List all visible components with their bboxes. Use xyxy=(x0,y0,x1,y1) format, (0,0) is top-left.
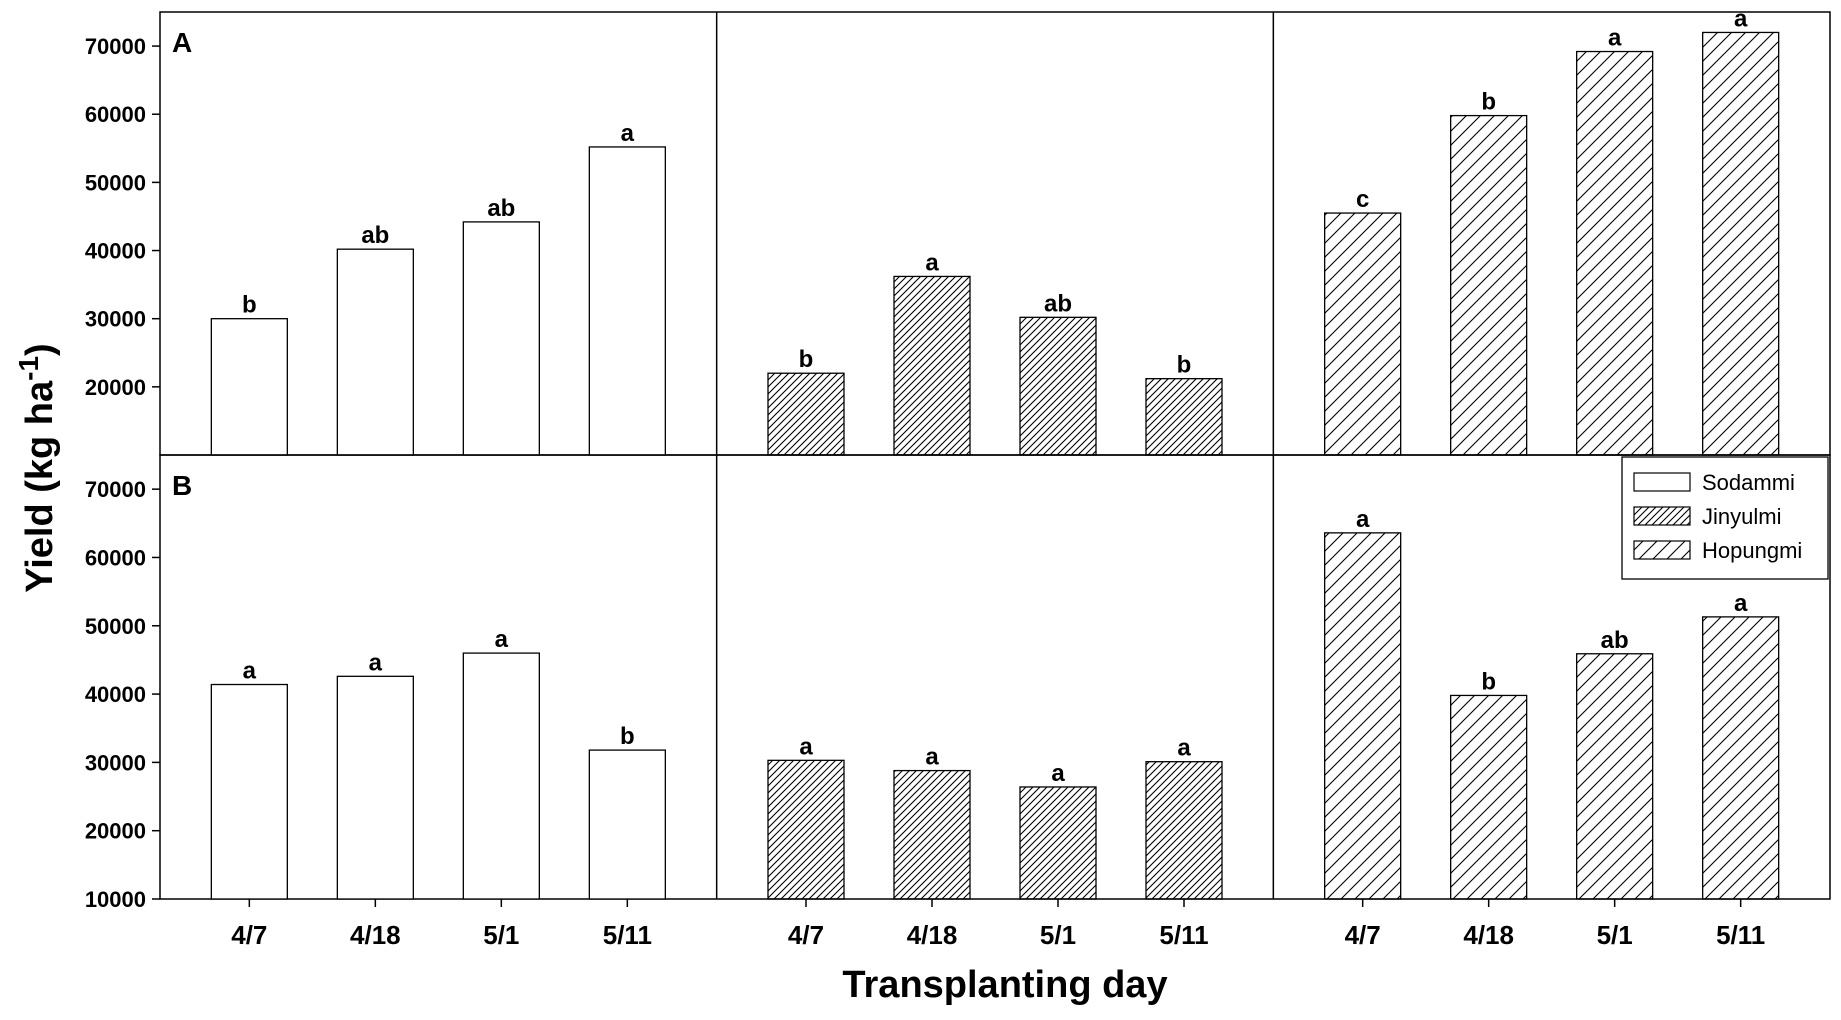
significance-letter: a xyxy=(1356,506,1370,533)
bar-a-sodammi xyxy=(336,248,414,456)
y-tick-label: 70000 xyxy=(85,34,146,59)
legend-entry-hopungmi: Hopungmi xyxy=(1702,538,1802,563)
y-tick-label: 40000 xyxy=(85,682,146,707)
bar-a-hopungmi xyxy=(1702,31,1780,456)
bar-b-sodammi xyxy=(462,652,540,900)
legend-swatch-sodammi xyxy=(1633,472,1691,492)
bar-a-jinyulmi xyxy=(1019,316,1097,456)
x-tick-label: 4/7 xyxy=(1345,920,1381,950)
bar-a-hopungmi xyxy=(1324,212,1402,456)
bar-a-sodammi xyxy=(462,221,540,456)
significance-letter: a xyxy=(1734,5,1748,32)
significance-letter: a xyxy=(1177,735,1191,762)
significance-letter: a xyxy=(1051,760,1065,787)
significance-letter: ab xyxy=(1044,290,1072,317)
legend-swatch-hopungmi xyxy=(1633,540,1691,560)
significance-letter: a xyxy=(925,249,939,276)
significance-letter: a xyxy=(1734,590,1748,617)
bar-b-hopungmi xyxy=(1576,653,1654,900)
legend-swatch-jinyulmi xyxy=(1633,506,1691,526)
y-tick-label: 70000 xyxy=(85,477,146,502)
y-axis-title-superscript: -1 xyxy=(13,356,44,381)
panel-b-letter: B xyxy=(172,470,192,501)
significance-letter: a xyxy=(621,120,635,147)
significance-letter: b xyxy=(620,723,635,750)
bar-a-hopungmi xyxy=(1450,114,1528,456)
significance-letter: b xyxy=(242,292,257,319)
x-tick-label: 5/1 xyxy=(483,920,519,950)
significance-letter: ab xyxy=(1601,627,1629,654)
bar-b-hopungmi xyxy=(1324,532,1402,900)
bar-a-jinyulmi xyxy=(1145,378,1223,456)
y-tick-label: 30000 xyxy=(85,750,146,775)
bar-b-jinyulmi xyxy=(1145,761,1223,900)
bar-b-jinyulmi xyxy=(767,759,845,900)
bar-a-sodammi xyxy=(210,318,288,456)
y-tick-label: 60000 xyxy=(85,545,146,570)
legend-entry-sodammi: Sodammi xyxy=(1702,470,1795,495)
x-tick-label: 5/11 xyxy=(1159,920,1208,950)
y-axis-title-suffix: ) xyxy=(19,343,61,356)
significance-letter: a xyxy=(799,733,813,760)
panel-b-frame xyxy=(159,454,1831,900)
significance-letter: a xyxy=(243,658,257,685)
significance-letter: c xyxy=(1356,186,1369,213)
y-axis-title-main: Yield (kg ha xyxy=(19,380,61,593)
bar-a-jinyulmi xyxy=(893,275,971,456)
panel-a-letter: A xyxy=(172,27,192,58)
x-tick-label: 4/18 xyxy=(350,920,401,950)
y-tick-label: 60000 xyxy=(85,102,146,127)
significance-letter: b xyxy=(1177,352,1192,379)
y-tick-label: 40000 xyxy=(85,239,146,264)
x-tick-label: 4/7 xyxy=(788,920,824,950)
bar-a-hopungmi xyxy=(1576,50,1654,456)
y-tick-label: 20000 xyxy=(85,819,146,844)
bar-b-sodammi xyxy=(336,675,414,900)
bar-b-hopungmi xyxy=(1450,694,1528,900)
y-tick-label: 50000 xyxy=(85,170,146,195)
significance-letter: b xyxy=(799,346,814,373)
significance-letter: b xyxy=(1481,668,1496,695)
significance-letter: a xyxy=(495,626,509,653)
x-tick-label: 4/7 xyxy=(231,920,267,950)
y-tick-label: 30000 xyxy=(85,307,146,332)
significance-letter: a xyxy=(925,744,939,771)
bar-b-jinyulmi xyxy=(1019,786,1097,900)
x-tick-label: 5/1 xyxy=(1597,920,1633,950)
significance-letter: a xyxy=(1608,25,1622,52)
bar-b-sodammi xyxy=(588,749,666,900)
x-tick-label: 4/18 xyxy=(1463,920,1514,950)
x-tick-label: 5/11 xyxy=(603,920,652,950)
y-tick-label: 10000 xyxy=(85,887,146,912)
y-axis-title: Yield (kg ha-1) xyxy=(13,343,61,592)
bar-b-sodammi xyxy=(210,683,288,900)
legend-entry-jinyulmi: Jinyulmi xyxy=(1702,504,1781,529)
y-tick-label: 20000 xyxy=(85,375,146,400)
x-tick-label: 4/18 xyxy=(907,920,958,950)
significance-letter: ab xyxy=(361,222,389,249)
x-axis-title: Transplanting day xyxy=(842,964,1167,1006)
significance-letter: b xyxy=(1481,89,1496,116)
bar-b-hopungmi xyxy=(1702,616,1780,900)
x-tick-label: 5/1 xyxy=(1040,920,1076,950)
bar-b-jinyulmi xyxy=(893,769,971,900)
bar-a-jinyulmi xyxy=(767,372,845,456)
significance-letter: a xyxy=(369,649,383,676)
significance-letter: ab xyxy=(487,195,515,222)
y-tick-label: 50000 xyxy=(85,614,146,639)
bar-a-sodammi xyxy=(588,146,666,456)
x-tick-label: 5/11 xyxy=(1716,920,1765,950)
